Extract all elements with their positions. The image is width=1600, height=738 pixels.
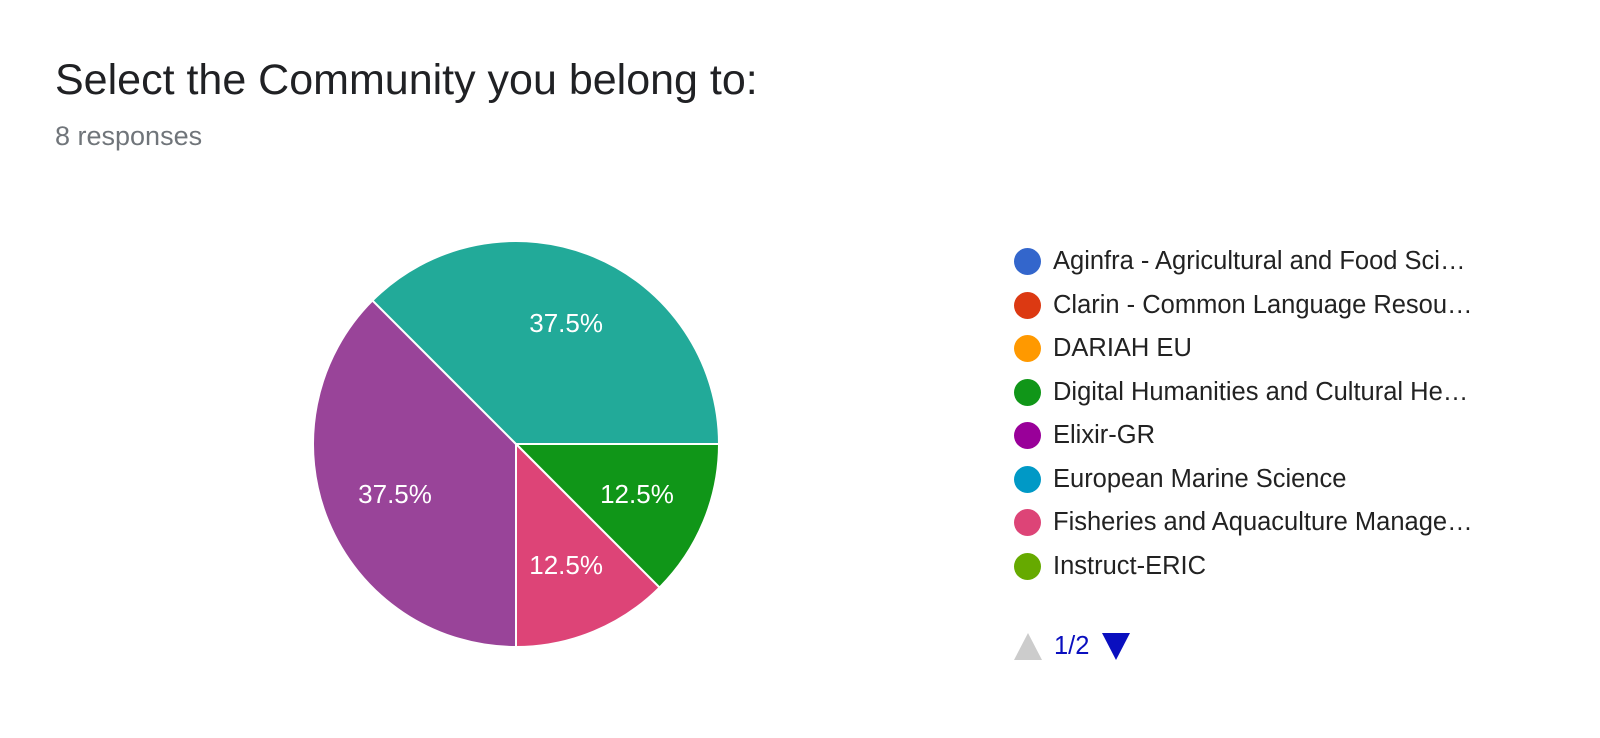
legend-label: Digital Humanities and Cultural He… xyxy=(1053,377,1469,406)
slice-percent-label: 12.5% xyxy=(529,550,603,580)
legend-item[interactable]: Elixir-GR xyxy=(1014,414,1523,458)
legend-color-dot xyxy=(1014,552,1041,580)
legend-label: Fisheries and Aquaculture Manage… xyxy=(1053,508,1473,537)
slice-percent-label: 37.5% xyxy=(529,308,603,338)
legend-item[interactable]: Digital Humanities and Cultural He… xyxy=(1014,371,1523,415)
legend-color-dot xyxy=(1014,422,1041,450)
legend-label: Instruct-ERIC xyxy=(1053,551,1207,580)
triangle-down-icon[interactable] xyxy=(1102,633,1131,660)
pager-text: 1/2 xyxy=(1054,632,1090,660)
legend: Aginfra - Agricultural and Food Sci… Cla… xyxy=(1014,240,1523,588)
pie-slice[interactable] xyxy=(513,443,721,589)
pie-slice[interactable] xyxy=(515,441,661,649)
pie-slice[interactable] xyxy=(312,299,517,649)
legend-color-dot xyxy=(1014,291,1041,319)
legend-item[interactable]: European Marine Science xyxy=(1014,458,1523,502)
slice-percent-label: 12.5% xyxy=(600,479,674,509)
legend-label: DARIAH EU xyxy=(1053,334,1192,363)
legend-label: Aginfra - Agricultural and Food Sci… xyxy=(1053,247,1466,276)
slice-percent-label: 37.5% xyxy=(358,479,432,509)
legend-color-dot xyxy=(1014,509,1041,537)
triangle-up-icon[interactable] xyxy=(1014,633,1042,660)
legend-item[interactable]: Aginfra - Agricultural and Food Sci… xyxy=(1014,240,1523,284)
legend-color-dot xyxy=(1014,335,1041,363)
legend-label: European Marine Science xyxy=(1053,464,1347,493)
legend-item[interactable]: Instruct-ERIC xyxy=(1014,545,1523,589)
legend-item[interactable]: Fisheries and Aquaculture Manage… xyxy=(1014,501,1523,545)
legend-color-dot xyxy=(1014,465,1041,493)
legend-color-dot xyxy=(1014,378,1041,406)
legend-item[interactable]: DARIAH EU xyxy=(1014,327,1523,371)
pie-chart: 12.5% 12.5% 37.5% 37.5% xyxy=(312,240,721,649)
legend-label: Clarin - Common Language Resou… xyxy=(1053,290,1473,319)
pie-slice[interactable] xyxy=(371,240,721,445)
legend-label: Elixir-GR xyxy=(1053,421,1155,450)
response-count: 8 responses xyxy=(55,121,203,151)
legend-pager: 1/2 xyxy=(1014,632,1131,661)
legend-color-dot xyxy=(1014,248,1041,276)
legend-item[interactable]: Clarin - Common Language Resou… xyxy=(1014,284,1523,328)
chart-title: Select the Community you belong to: xyxy=(55,56,758,104)
